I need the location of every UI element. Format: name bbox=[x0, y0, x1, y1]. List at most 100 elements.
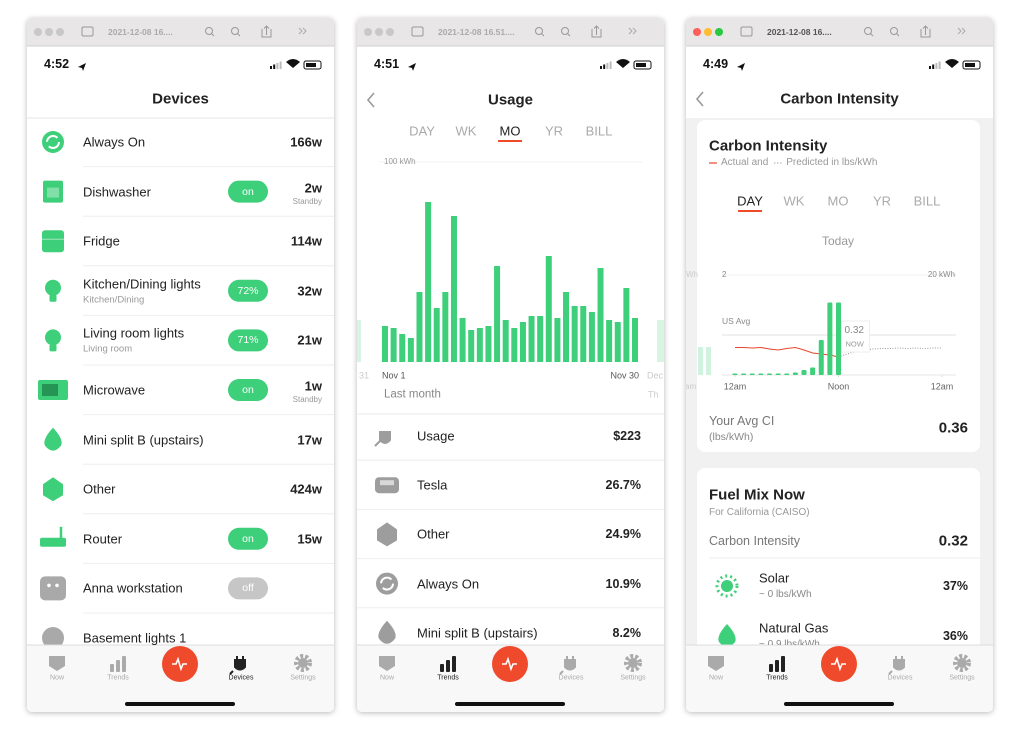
period-tab[interactable]: WK bbox=[455, 123, 477, 139]
bar bbox=[450, 216, 457, 362]
device-room: Kitchen/Dining bbox=[83, 294, 145, 306]
state-badge-label[interactable]: on bbox=[242, 383, 254, 396]
period-tab[interactable]: DAY bbox=[737, 193, 763, 209]
fuel-share: 37% bbox=[942, 578, 968, 593]
y-tick-label: 2 bbox=[722, 270, 727, 279]
legend-label: Predicted in lbs/kWh bbox=[786, 157, 878, 168]
battery-icon bbox=[962, 60, 981, 70]
signal-bar bbox=[276, 63, 279, 69]
phone-window: Devices Always On 166w Dishwasher on 2w Standb… bbox=[27, 18, 334, 712]
bar bbox=[623, 288, 630, 362]
window-title-bar bbox=[686, 18, 993, 46]
period-tab[interactable]: YR bbox=[544, 123, 564, 139]
period-tab[interactable]: MO bbox=[499, 123, 521, 139]
signal-bar bbox=[273, 64, 276, 69]
period-tab[interactable]: DAY bbox=[409, 123, 435, 139]
zoom-out-icon-handle bbox=[211, 33, 215, 37]
state-badge-label[interactable]: 71% bbox=[237, 334, 259, 347]
window-title: 2021-12-08 16.... bbox=[767, 26, 832, 37]
tab-label[interactable]: Settings bbox=[949, 674, 975, 682]
status-time: 4:49 bbox=[703, 56, 729, 71]
more-icon bbox=[628, 27, 637, 35]
usage-bar bbox=[827, 302, 833, 375]
tab-label[interactable]: Now bbox=[49, 674, 65, 682]
battery-level bbox=[306, 63, 316, 67]
tab-label[interactable]: Devices bbox=[228, 674, 254, 682]
state-badge-label[interactable]: 72% bbox=[237, 284, 259, 297]
bar bbox=[580, 306, 587, 362]
usage-value: 10.9% bbox=[605, 576, 641, 591]
icon-detail bbox=[380, 480, 394, 486]
bar bbox=[554, 318, 561, 362]
prev-day-bar bbox=[698, 347, 703, 375]
state-badge-label[interactable]: on bbox=[242, 185, 254, 198]
phone-graphics bbox=[27, 18, 334, 712]
usage-bar bbox=[758, 373, 764, 375]
period-tab[interactable]: MO bbox=[827, 193, 849, 209]
record-pulse bbox=[831, 656, 846, 672]
window-button bbox=[386, 28, 394, 36]
device-power-note: Standby bbox=[292, 395, 322, 404]
icon bbox=[376, 572, 398, 595]
usage-value: 24.9% bbox=[605, 527, 641, 542]
tab-icon-trends bbox=[110, 664, 114, 672]
usage-value: 26.7% bbox=[605, 477, 641, 492]
tab-icon-now bbox=[379, 656, 395, 671]
avg-label: Your Avg CI bbox=[709, 413, 775, 428]
wifi-icon bbox=[286, 59, 300, 68]
icon bbox=[718, 624, 736, 647]
zoom-out-icon-handle bbox=[541, 33, 545, 37]
icon bbox=[42, 131, 64, 153]
tab-label[interactable]: Devices bbox=[887, 674, 913, 682]
tab-icon-devices bbox=[559, 656, 576, 675]
screen-content: Usage DAY WK MO YR BILL 100 kWh Nov 1 Nov 30 Last… bbox=[357, 18, 664, 645]
tab-label[interactable]: Settings bbox=[620, 674, 646, 682]
state-badge-label[interactable]: off bbox=[242, 582, 254, 595]
screen-content: Carbon Intensity Carbon Intensity Actual a… bbox=[686, 18, 993, 646]
tab-label[interactable]: Now bbox=[379, 674, 395, 682]
status-time: 4:51 bbox=[374, 56, 400, 71]
icon-detail bbox=[380, 576, 394, 591]
state-badge bbox=[228, 279, 268, 302]
period-tab[interactable]: BILL bbox=[913, 193, 941, 209]
zoom-in-icon bbox=[561, 27, 569, 35]
icon bbox=[378, 620, 396, 644]
x-tick-label: Noon bbox=[827, 381, 850, 392]
state-badge-label[interactable]: on bbox=[242, 532, 254, 545]
bar bbox=[399, 334, 406, 362]
bar bbox=[485, 326, 492, 362]
zoom-in-icon-handle bbox=[237, 33, 241, 37]
bar bbox=[597, 268, 604, 362]
chart-caption: Last month bbox=[384, 388, 441, 401]
record-pulse bbox=[172, 656, 187, 672]
window-title: 2021-12-08 16.... bbox=[108, 26, 173, 37]
tab-icon-settings-core bbox=[957, 658, 967, 668]
tab-label[interactable]: Trends bbox=[437, 674, 459, 682]
tab-label[interactable]: Settings bbox=[290, 674, 316, 682]
usage-bar bbox=[836, 302, 841, 375]
period-underline bbox=[738, 210, 762, 212]
bar bbox=[468, 330, 475, 362]
tab-label[interactable]: Trends bbox=[766, 674, 788, 682]
tab-label[interactable]: Devices bbox=[558, 674, 584, 682]
sidebar-icon bbox=[411, 26, 424, 37]
period-tab[interactable]: WK bbox=[783, 193, 805, 209]
tab-icon-trends bbox=[781, 656, 785, 672]
device-name: Mini split B (upstairs) bbox=[83, 432, 204, 448]
signal-bar bbox=[938, 61, 941, 69]
device-power: 2w bbox=[304, 180, 322, 196]
state-badge bbox=[228, 379, 268, 401]
back-button bbox=[695, 91, 704, 107]
period-tab[interactable]: YR bbox=[872, 193, 892, 209]
tab-label[interactable]: Trends bbox=[107, 674, 129, 682]
phone-graphics bbox=[686, 18, 993, 712]
period-tab[interactable]: BILL bbox=[585, 123, 613, 139]
ci-label: Carbon Intensity bbox=[709, 533, 801, 548]
tab-label[interactable]: Now bbox=[708, 674, 724, 682]
usage-bar bbox=[784, 373, 790, 375]
usage-item: Mini split B (upstairs) bbox=[417, 625, 538, 641]
device-name: Dishwasher bbox=[83, 184, 151, 200]
signal-bar bbox=[935, 63, 938, 69]
period-underline bbox=[498, 140, 522, 142]
icon bbox=[40, 576, 66, 601]
